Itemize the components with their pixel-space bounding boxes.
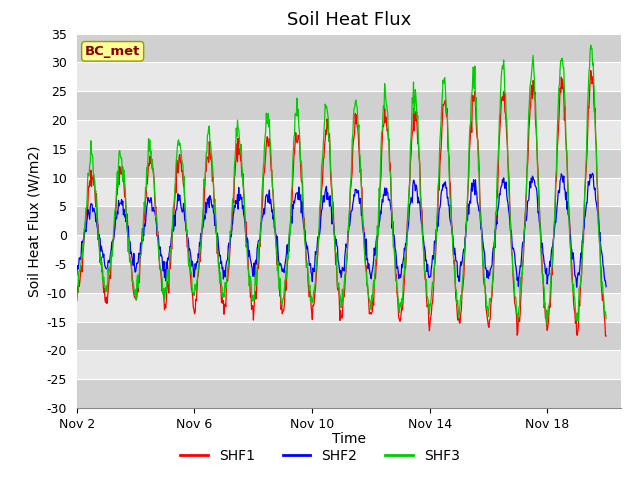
SHF3 xyxy=(198,231,205,237)
Legend: SHF1, SHF2, SHF3: SHF1, SHF2, SHF3 xyxy=(175,443,465,468)
SHF2 xyxy=(589,170,596,176)
Bar xyxy=(77,62,621,91)
SHF2 xyxy=(500,179,508,185)
Bar xyxy=(77,149,621,178)
Bar xyxy=(77,91,621,120)
Bar xyxy=(77,120,621,149)
SHF2 xyxy=(73,272,81,278)
SHF2 xyxy=(602,284,610,289)
SHF2 xyxy=(294,190,301,196)
SHF2 xyxy=(266,187,273,193)
Title: Soil Heat Flux: Soil Heat Flux xyxy=(287,11,411,29)
SHF3 xyxy=(373,241,381,247)
Bar xyxy=(77,350,621,379)
SHF3 xyxy=(73,290,81,296)
SHF2 xyxy=(198,234,205,240)
Bar xyxy=(77,178,621,206)
Text: BC_met: BC_met xyxy=(85,45,140,58)
Y-axis label: Soil Heat Flux (W/m2): Soil Heat Flux (W/m2) xyxy=(27,145,41,297)
Line: SHF2: SHF2 xyxy=(77,173,606,287)
Bar xyxy=(77,293,621,322)
Bar xyxy=(77,34,621,62)
Bar xyxy=(77,379,621,408)
SHF2 xyxy=(373,234,381,240)
Bar xyxy=(77,322,621,350)
Bar xyxy=(77,206,621,235)
SHF3 xyxy=(92,188,100,194)
SHF1 xyxy=(73,298,81,303)
SHF1 xyxy=(587,68,595,73)
SHF3 xyxy=(500,71,508,76)
SHF3 xyxy=(543,322,551,327)
SHF1 xyxy=(500,89,508,95)
SHF1 xyxy=(92,204,100,209)
SHF2 xyxy=(92,219,100,225)
SHF1 xyxy=(198,238,205,244)
Line: SHF1: SHF1 xyxy=(77,71,606,336)
SHF3 xyxy=(602,315,610,321)
SHF3 xyxy=(587,42,595,48)
SHF3 xyxy=(266,116,273,122)
SHF1 xyxy=(294,140,301,145)
SHF1 xyxy=(602,333,610,339)
Bar xyxy=(77,235,621,264)
Line: SHF3: SHF3 xyxy=(77,45,606,324)
X-axis label: Time: Time xyxy=(332,432,366,446)
SHF1 xyxy=(266,136,273,142)
SHF1 xyxy=(602,333,609,339)
Bar xyxy=(77,264,621,293)
SHF1 xyxy=(373,260,381,265)
SHF2 xyxy=(573,284,580,290)
SHF3 xyxy=(294,113,301,119)
